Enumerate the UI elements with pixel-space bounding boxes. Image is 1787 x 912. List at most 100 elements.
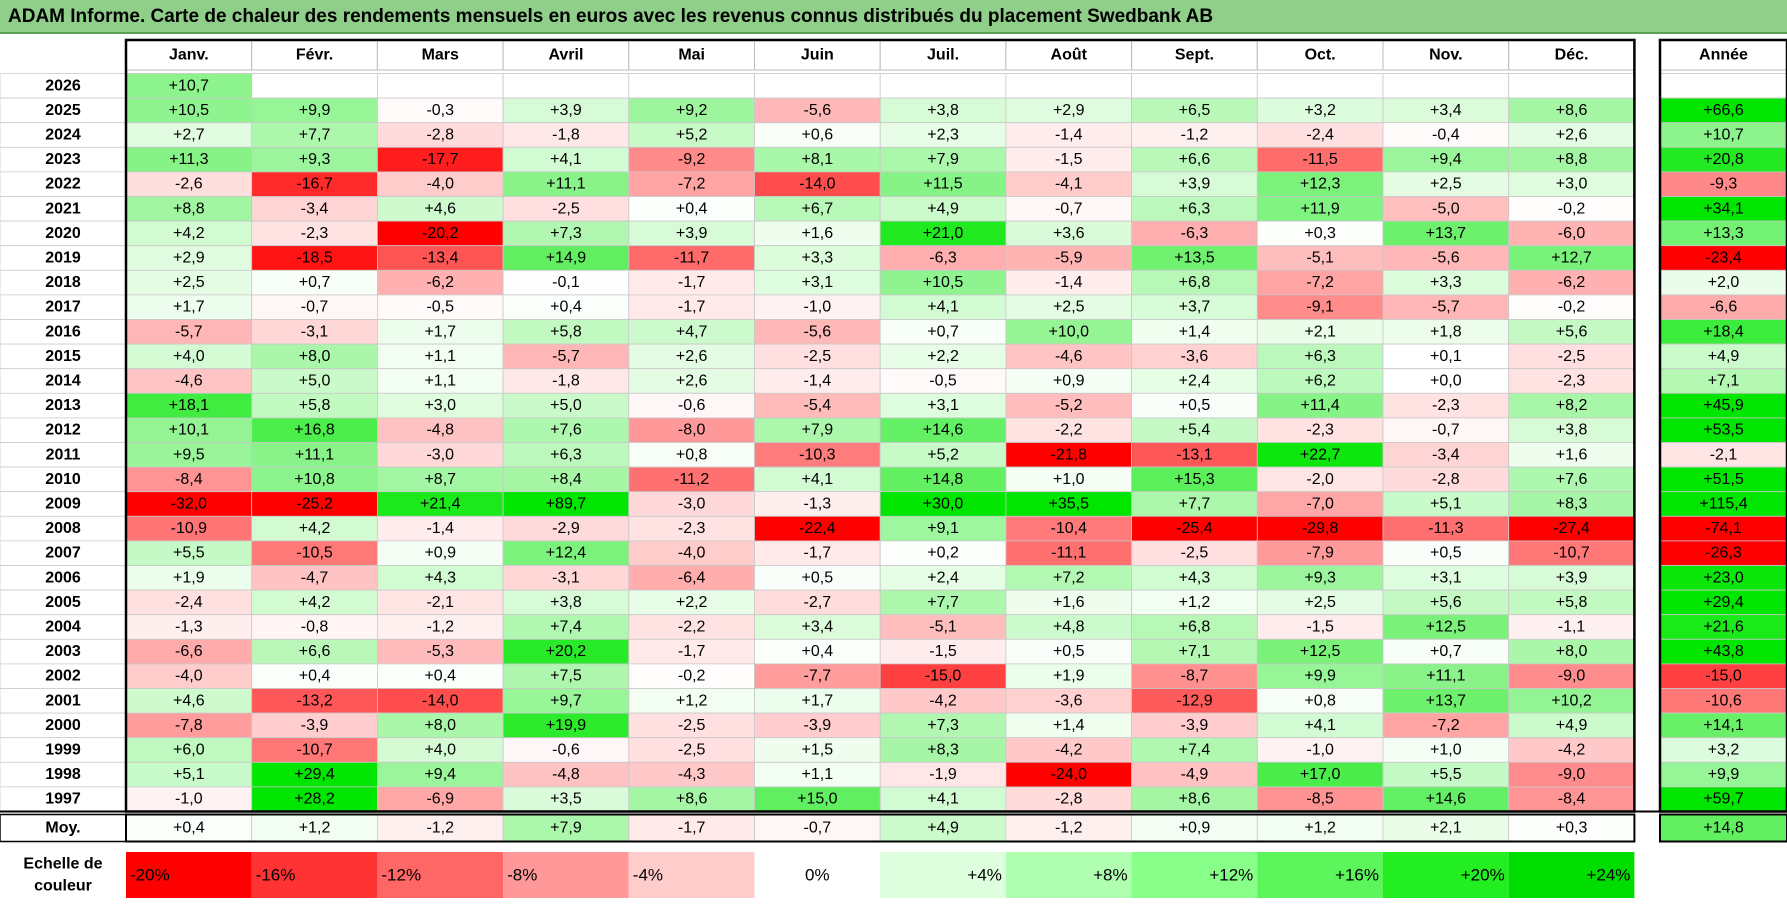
heatmap-cell <box>1382 491 1510 517</box>
heatmap-cell <box>251 97 378 124</box>
cell-value: -2,3 <box>1432 397 1460 414</box>
heatmap-cell <box>125 614 253 640</box>
cell-value: -2,1 <box>426 594 454 611</box>
cell-value: -2,8 <box>426 127 454 144</box>
heatmap-cell <box>251 712 378 739</box>
heatmap-cell <box>1131 269 1258 296</box>
annual-value: +66,6 <box>1703 102 1744 119</box>
cell-value: +11,1 <box>1426 668 1465 685</box>
heatmap-cell <box>1005 688 1133 714</box>
cell-value: +1,8 <box>1430 323 1462 340</box>
cell-value: +2,6 <box>1556 127 1588 144</box>
heatmap-cell <box>376 761 504 788</box>
cell-value: -6,3 <box>929 250 957 267</box>
cell-value: +2,5 <box>1053 299 1085 316</box>
cell-value: +1,0 <box>1053 471 1085 488</box>
cell-value: +9,1 <box>927 520 959 537</box>
heatmap-cell <box>1005 515 1133 542</box>
cell-value: +0,7 <box>1430 643 1462 660</box>
heatmap-cell <box>251 146 378 173</box>
heatmap-cell <box>1005 319 1133 345</box>
cell-value: +11,5 <box>923 176 962 193</box>
cell-value: +9,3 <box>299 151 331 168</box>
cell-value: -11,1 <box>1051 545 1086 562</box>
cell-value: -6,9 <box>426 791 454 808</box>
cell-value: +89,7 <box>546 496 587 513</box>
scale-label: +8% <box>1093 866 1128 885</box>
heatmap-cell <box>1256 122 1384 148</box>
heatmap-cell <box>251 688 378 714</box>
cell-value: -14,0 <box>799 176 836 193</box>
cell-value: -1,7 <box>678 274 706 291</box>
cell-value: -8,7 <box>1181 668 1209 685</box>
cell-value: -3,0 <box>678 496 706 513</box>
cell-value: -0,5 <box>426 299 454 316</box>
cell-value: +8,2 <box>1556 397 1588 414</box>
cell-value: +1,1 <box>802 766 834 783</box>
heatmap-cell <box>1256 269 1384 296</box>
heatmap-cell <box>1131 294 1258 320</box>
cell-value: +5,2 <box>676 127 708 144</box>
cell-value: -25,4 <box>1176 520 1213 537</box>
heatmap-cell <box>251 196 378 222</box>
heatmap-cell <box>628 196 755 222</box>
cell-value: +11,9 <box>1301 200 1340 217</box>
heatmap-cell <box>502 269 630 296</box>
annual-cell <box>1659 122 1787 148</box>
cell-value: -8,4 <box>1558 791 1586 808</box>
cell-value: +3,9 <box>676 225 708 242</box>
annual-value: -2,1 <box>1710 446 1738 463</box>
cell-value: -8,0 <box>678 422 706 439</box>
heatmap-cell <box>1382 171 1510 197</box>
heatmap-cell <box>1005 392 1133 419</box>
heatmap-cell <box>125 343 253 370</box>
cell-value: +3,1 <box>927 397 959 414</box>
cell-value: +5,8 <box>1556 594 1588 611</box>
scale-swatch <box>503 852 629 898</box>
average-annual-value: +14,8 <box>1703 820 1744 837</box>
cell-value: -2,2 <box>1055 422 1083 439</box>
cell-value: +2,1 <box>1304 323 1336 340</box>
cell-value: +0,1 <box>1430 348 1462 365</box>
cell-value: -1,5 <box>1055 151 1083 168</box>
heatmap-cell <box>628 761 755 788</box>
cell-value: +28,2 <box>294 791 335 808</box>
heatmap-cell <box>754 540 881 566</box>
cell-value: -2,8 <box>1055 791 1083 808</box>
heatmap-cell <box>376 589 504 616</box>
heatmap-cell <box>125 565 253 591</box>
heatmap-cell <box>1508 269 1635 296</box>
annual-value: -74,1 <box>1705 520 1742 537</box>
cell-value: -4,8 <box>552 766 580 783</box>
heatmap-cell <box>1131 491 1258 517</box>
cell-value: +0,4 <box>802 643 834 660</box>
heatmap-cell <box>1005 761 1133 788</box>
cell-value: -1,2 <box>426 619 454 636</box>
average-value: +4,9 <box>927 820 959 837</box>
cell-value: -2,3 <box>1558 373 1586 390</box>
cell-value: -3,4 <box>301 200 329 217</box>
cell-value: +1,1 <box>424 373 456 390</box>
heatmap-cell <box>376 737 504 763</box>
cell-value: +9,9 <box>299 102 331 119</box>
heatmap-cell <box>502 614 630 640</box>
cell-value: +12,3 <box>1300 176 1341 193</box>
heatmap-cell <box>628 73 755 99</box>
heatmap-cell <box>1256 663 1384 689</box>
cell-value: +1,7 <box>802 692 834 709</box>
cell-value: -0,5 <box>929 373 957 390</box>
cell-value: +13,7 <box>1426 692 1467 709</box>
cell-value: +3,3 <box>1430 274 1462 291</box>
heatmap-cell <box>1256 294 1384 320</box>
heatmap-cell <box>879 343 1007 370</box>
cell-value: +3,5 <box>550 791 582 808</box>
cell-value: +10,0 <box>1049 323 1090 340</box>
cell-value: +2,3 <box>927 127 959 144</box>
heatmap-cell <box>628 638 755 665</box>
row-label: 2002 <box>45 668 81 685</box>
cell-value: -7,0 <box>1306 496 1334 513</box>
heatmap-cell <box>1382 343 1510 370</box>
heatmap-cell <box>502 491 630 517</box>
heatmap-cell <box>502 638 630 665</box>
